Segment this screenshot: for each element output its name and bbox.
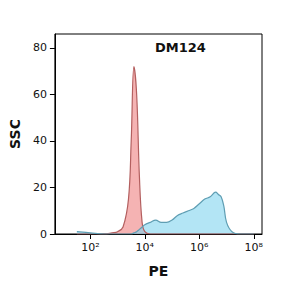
svg-text:10⁸: 10⁸ bbox=[245, 241, 264, 254]
svg-text:10²: 10² bbox=[81, 241, 99, 254]
svg-text:20: 20 bbox=[33, 181, 47, 194]
svg-text:DM124: DM124 bbox=[155, 40, 206, 55]
svg-text:SSC: SSC bbox=[7, 119, 23, 149]
svg-text:80: 80 bbox=[33, 41, 47, 54]
svg-text:0: 0 bbox=[40, 228, 47, 241]
svg-text:PE: PE bbox=[149, 263, 169, 279]
svg-text:10⁴: 10⁴ bbox=[136, 241, 155, 254]
svg-text:60: 60 bbox=[33, 88, 47, 101]
svg-text:10⁶: 10⁶ bbox=[190, 241, 209, 254]
svg-text:40: 40 bbox=[33, 134, 47, 147]
